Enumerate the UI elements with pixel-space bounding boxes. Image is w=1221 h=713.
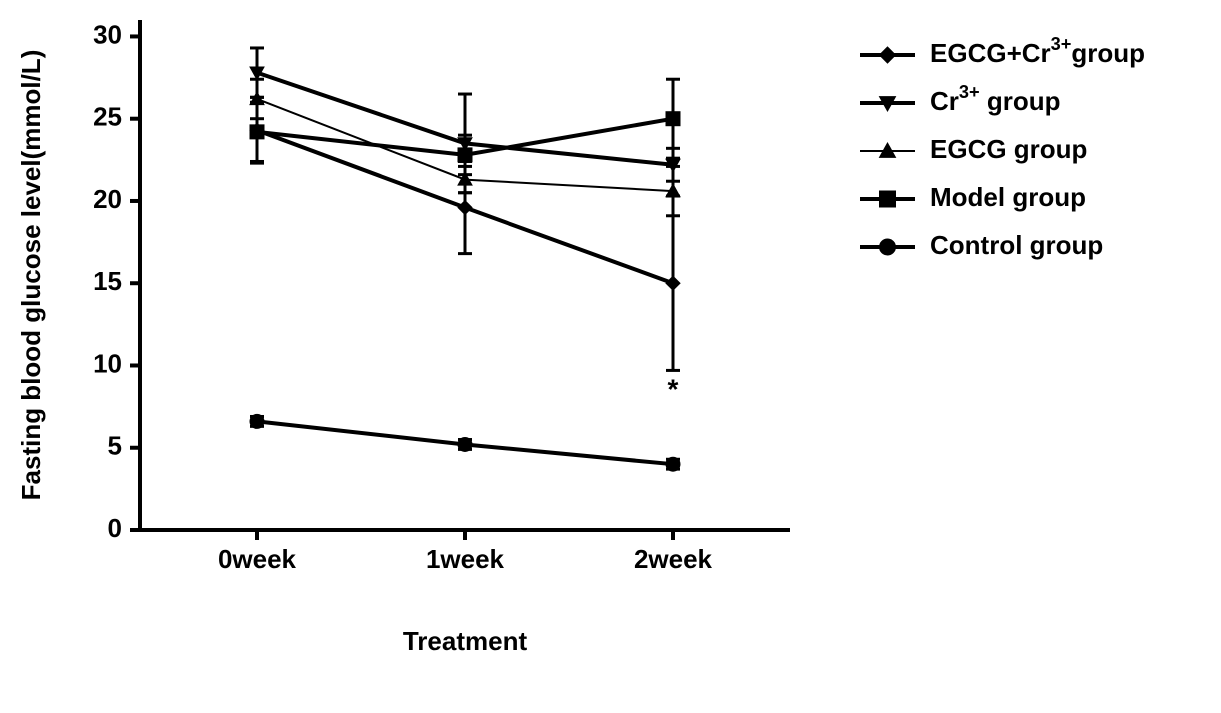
y-axis-title: Fasting blood glucose level(mmol/L) xyxy=(16,50,46,501)
legend-item: Model group xyxy=(860,182,1086,212)
legend-label: Cr3+ group xyxy=(930,82,1061,116)
y-tick-label: 10 xyxy=(93,348,122,378)
marker-diamond xyxy=(458,201,472,215)
y-tick-label: 0 xyxy=(108,513,122,543)
chart-container: 0 5 10 15 20 25 30 0week 1week 2week Fasting blood… xyxy=(0,0,1221,713)
significance-star: * xyxy=(668,373,679,404)
legend-item: Control group xyxy=(860,230,1103,260)
marker-circle xyxy=(250,414,264,428)
legend-item: Cr3+ group xyxy=(860,82,1061,116)
y-tick-label: 30 xyxy=(93,19,122,49)
y-tick-label: 5 xyxy=(108,431,122,461)
marker-square xyxy=(880,191,896,207)
marker-circle xyxy=(666,457,680,471)
x-tick-label: 2week xyxy=(634,544,713,574)
legend-label: Control group xyxy=(930,230,1103,260)
x-axis-title: Treatment xyxy=(403,626,528,656)
y-tick-label: 25 xyxy=(93,102,122,132)
legend-label: EGCG+Cr3+group xyxy=(930,34,1145,68)
marker-diamond xyxy=(880,47,896,63)
marker-diamond xyxy=(666,276,680,290)
y-tick-label: 20 xyxy=(93,184,122,214)
y-tick-label: 15 xyxy=(93,266,122,296)
series-control-group xyxy=(250,414,680,471)
marker-square xyxy=(250,125,264,139)
legend-label: Model group xyxy=(930,182,1086,212)
glucose-line-chart: 0 5 10 15 20 25 30 0week 1week 2week Fasting blood… xyxy=(0,0,1221,713)
legend-item: EGCG group xyxy=(860,134,1087,164)
marker-circle xyxy=(880,239,896,255)
marker-square xyxy=(666,112,680,126)
legend-label: EGCG group xyxy=(930,134,1087,164)
x-tick-label: 0week xyxy=(218,544,297,574)
x-tick-label: 1week xyxy=(426,544,505,574)
marker-circle xyxy=(458,437,472,451)
marker-square xyxy=(458,148,472,162)
legend-item: EGCG+Cr3+group xyxy=(860,34,1145,68)
